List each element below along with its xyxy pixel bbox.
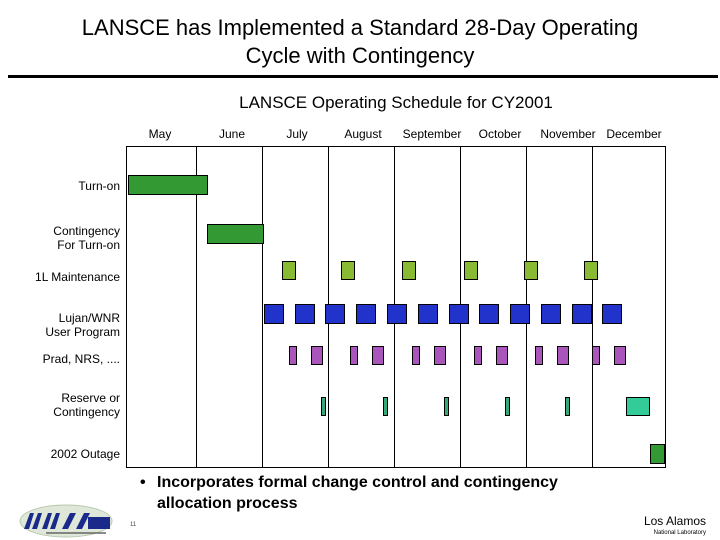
gantt-bar [464, 261, 478, 280]
gantt-bar [383, 397, 388, 416]
gantt-bar [572, 304, 592, 324]
gantt-bar [510, 304, 530, 324]
month-divider [196, 146, 197, 468]
gantt-bar [650, 444, 665, 464]
row-label: 2002 Outage [50, 447, 120, 461]
gantt-bar [350, 346, 358, 365]
gantt-bar [295, 304, 315, 324]
gantt-bar [474, 346, 482, 365]
gantt-bar [321, 397, 326, 416]
gantt-bar [434, 346, 446, 365]
gantt-bar [602, 304, 622, 324]
nnsa-logo-icon [19, 504, 113, 538]
month-label-december: December [606, 127, 662, 141]
row-label: Contingency For Turn-on [53, 224, 120, 252]
bullet-line-2: allocation process [157, 495, 298, 512]
gantt-bar [325, 304, 345, 324]
gantt-bar [289, 346, 297, 365]
gantt-bar [524, 261, 538, 280]
gantt-bar [535, 346, 543, 365]
month-divider [262, 146, 263, 468]
title-line-1: LANSCE has Implemented a Standard 28-Day… [81, 15, 639, 40]
month-label-september: September [402, 127, 462, 141]
gantt-bar [341, 261, 355, 280]
title-line-2: Cycle with Contingency [245, 43, 475, 68]
row-label: Turn-on [78, 179, 120, 193]
gantt-bar [207, 224, 264, 244]
gantt-bar [311, 346, 323, 365]
gantt-bar [592, 346, 600, 365]
slide-title: LANSCE has Implemented a Standard 28-Day… [0, 14, 720, 70]
gantt-bar [402, 261, 416, 280]
gantt-bar [387, 304, 407, 324]
gantt-bar [444, 397, 449, 416]
row-label: Reserve or Contingency [53, 391, 120, 419]
gantt-bar [449, 304, 469, 324]
gantt-bar [264, 304, 284, 324]
gantt-bar [372, 346, 384, 365]
month-label-july: July [286, 127, 308, 141]
gantt-bar [584, 261, 598, 280]
bullet-line-1: Incorporates formal change control and c… [157, 474, 558, 491]
month-divider [592, 146, 593, 468]
gantt-bar [282, 261, 296, 280]
gantt-bar [479, 304, 499, 324]
month-label-november: November [540, 127, 596, 141]
gantt-bar [557, 346, 569, 365]
bullet-dot: • [140, 474, 146, 491]
month-label-june: June [218, 127, 246, 141]
gantt-bar [505, 397, 510, 416]
gantt-bar [541, 304, 561, 324]
row-label: Prad, NRS, .... [42, 352, 120, 366]
gantt-bar [412, 346, 420, 365]
gantt-bar [418, 304, 438, 324]
gantt-bar [356, 304, 376, 324]
org-subtitle: National Laboratory [653, 530, 706, 536]
gantt-bar [128, 175, 208, 195]
row-label: Lujan/WNR User Program [45, 311, 120, 339]
gantt-chart [126, 146, 666, 468]
gantt-bar [565, 397, 570, 416]
page-number: 11 [130, 522, 137, 528]
gantt-bar [614, 346, 626, 365]
row-label: 1L Maintenance [35, 270, 120, 284]
gantt-bar [626, 397, 650, 416]
month-label-october: October [478, 127, 522, 141]
month-label-august: August [344, 127, 382, 141]
gantt-bar [496, 346, 508, 365]
org-name: Los Alamos [643, 514, 706, 528]
title-divider [8, 75, 718, 78]
bullet-point: • Incorporates formal change control and… [140, 472, 558, 514]
chart-subtitle: LANSCE Operating Schedule for CY2001 [239, 93, 553, 112]
month-label-may: May [148, 127, 172, 141]
